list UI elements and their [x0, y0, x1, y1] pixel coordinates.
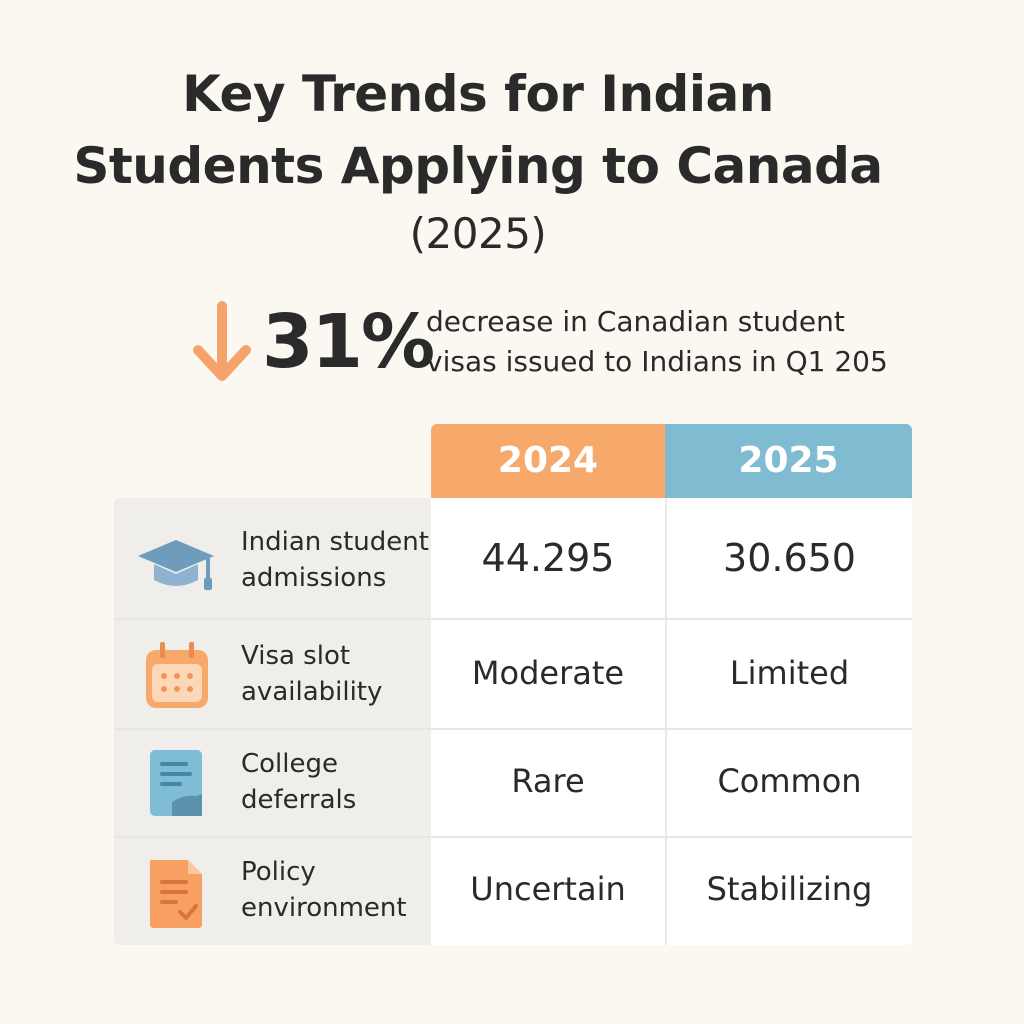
title-line-1: Key Trends for Indian: [182, 65, 774, 123]
column-header-2024: 2024: [431, 424, 665, 498]
comparison-table: Indian student admissions 44.295 30.650 …: [114, 498, 912, 945]
row-label: Indian student admissions: [241, 527, 429, 593]
cell-2025: Stabilizing: [706, 870, 873, 908]
cell-2025: Common: [717, 762, 862, 800]
row-divider: [114, 728, 912, 730]
page-title: Key Trends for Indian Students Applying …: [0, 58, 956, 266]
title-year: (2025): [409, 209, 547, 258]
arrow-down-icon: [193, 301, 251, 381]
row-label: Policy environment: [241, 857, 407, 923]
cell-2024: 44.295: [481, 536, 615, 580]
row-label: College deferrals: [241, 749, 357, 815]
table-row: Indian student admissions 44.295 30.650: [114, 498, 912, 618]
title-line-2: Students Applying to Canada: [73, 137, 883, 195]
column-divider: [665, 498, 667, 945]
cell-2024: Uncertain: [470, 870, 626, 908]
checklist-document-icon: [150, 860, 202, 928]
table-row: College deferrals Rare Common: [114, 730, 912, 836]
cell-2025: Limited: [729, 654, 850, 692]
table-row: Visa slot availability Moderate Limited: [114, 620, 912, 728]
stat-description: decrease in Canadian student visas issue…: [426, 302, 946, 382]
cell-2024: Moderate: [471, 654, 625, 692]
row-label: Visa slot availability: [241, 641, 383, 707]
graduation-cap-icon: [138, 540, 214, 590]
calendar-icon: [146, 642, 208, 708]
cell-2025: 30.650: [723, 536, 856, 580]
table-row: Policy environment Uncertain Stabilizing: [114, 838, 912, 945]
row-divider: [114, 618, 912, 620]
stat-desc-line-2: visas issued to Indians in Q1 205: [426, 345, 888, 378]
column-header-2025: 2025: [665, 424, 912, 498]
row-divider: [114, 836, 912, 838]
stat-desc-line-1: decrease in Canadian student: [426, 305, 845, 338]
cell-2024: Rare: [511, 762, 585, 800]
document-icon: [150, 750, 202, 816]
stat-value: 31%: [262, 299, 435, 385]
